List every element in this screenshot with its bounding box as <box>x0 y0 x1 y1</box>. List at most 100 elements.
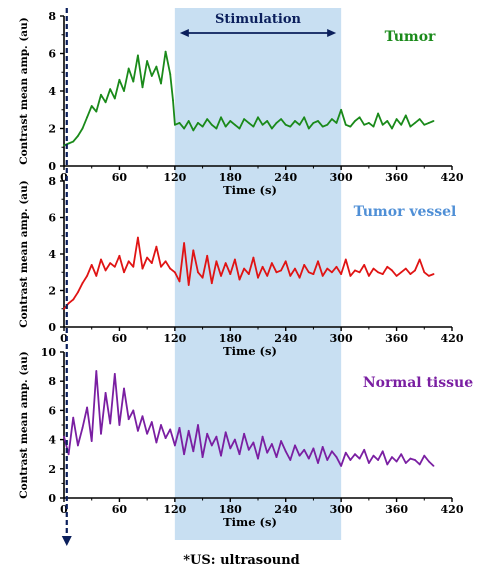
panel-label: Normal tissue <box>363 375 473 391</box>
y-axis-title: Contrast mean amp. (au) <box>18 180 30 327</box>
data-point <box>257 116 259 119</box>
data-point <box>321 446 324 448</box>
data-point <box>215 435 218 438</box>
data-point <box>127 418 130 421</box>
data-point <box>95 110 98 113</box>
data-point <box>247 121 250 124</box>
data-point <box>261 435 264 438</box>
data-point <box>90 440 93 442</box>
y-tick-label: 4 <box>48 85 56 98</box>
data-point <box>331 271 333 274</box>
data-point <box>289 275 292 277</box>
us-marker-arrowhead <box>61 536 72 546</box>
data-point <box>381 123 384 126</box>
data-point <box>391 269 393 272</box>
y-tick-label: 0 <box>48 492 56 505</box>
panel-label: Tumor <box>385 29 436 45</box>
data-point <box>137 54 139 57</box>
data-point <box>243 267 246 270</box>
data-point <box>372 267 375 270</box>
data-point <box>298 123 301 126</box>
data-point <box>400 453 403 456</box>
stimulation-annotation: Stimulation <box>179 12 337 37</box>
data-point <box>391 456 393 459</box>
data-point <box>423 454 426 457</box>
data-point <box>372 125 375 128</box>
data-point <box>358 457 361 460</box>
data-point <box>335 265 338 268</box>
data-point <box>261 123 264 126</box>
data-point <box>270 443 273 445</box>
x-tick-label: 60 <box>112 503 128 516</box>
data-point <box>372 454 375 457</box>
data-point <box>81 282 84 285</box>
data-point <box>169 267 172 270</box>
data-point <box>381 273 384 275</box>
data-point <box>81 427 84 429</box>
data-point <box>400 271 403 274</box>
data-point <box>187 429 190 432</box>
data-point <box>284 123 287 126</box>
data-point <box>201 456 204 459</box>
data-point <box>363 448 366 451</box>
data-point <box>284 450 287 453</box>
x-tick-label: 240 <box>274 171 297 184</box>
data-point <box>127 67 130 70</box>
data-point <box>252 125 255 128</box>
data-point <box>206 118 209 121</box>
panel-2: 0 2 4 6 8 0 60 120 180 240 300 360 420 Time (s) Contra… <box>18 175 464 358</box>
data-point <box>104 269 107 272</box>
data-point <box>238 278 241 281</box>
data-point <box>340 108 343 111</box>
data-point <box>381 450 384 453</box>
data-point <box>391 127 393 130</box>
stimulation-arrowhead-right <box>327 29 337 37</box>
data-point <box>326 459 329 461</box>
data-point <box>414 269 416 272</box>
data-point <box>67 453 70 456</box>
data-point <box>312 273 315 275</box>
x-axis-title: Time (s) <box>223 344 277 358</box>
data-point <box>160 82 162 85</box>
data-point <box>294 267 296 270</box>
data-point <box>90 105 93 107</box>
data-point <box>377 112 379 115</box>
data-point <box>349 459 352 461</box>
data-point <box>395 118 398 121</box>
y-tick-label: 0 <box>48 321 56 334</box>
y-tick-label: 2 <box>48 285 56 298</box>
data-point <box>317 462 319 464</box>
data-point <box>215 127 218 130</box>
x-tick-label: 120 <box>163 332 186 345</box>
data-point <box>104 101 107 104</box>
data-point <box>197 271 199 274</box>
data-point <box>224 262 227 265</box>
data-point <box>404 114 407 117</box>
data-point <box>72 416 75 419</box>
data-point <box>95 370 98 372</box>
data-point <box>146 60 149 62</box>
data-point <box>432 273 435 275</box>
y-tick-label: 6 <box>48 48 56 61</box>
data-point <box>395 275 398 277</box>
data-point <box>109 422 112 425</box>
data-point <box>317 260 319 263</box>
data-point <box>76 444 79 447</box>
data-point <box>344 451 347 454</box>
y-tick-label: 8 <box>48 175 56 188</box>
data-point <box>137 429 139 432</box>
data-point <box>418 258 421 261</box>
data-point <box>386 265 389 268</box>
data-point <box>409 125 412 128</box>
data-point <box>141 267 144 270</box>
data-point <box>386 463 389 466</box>
data-point <box>118 424 121 426</box>
y-tick-label: 4 <box>48 248 56 261</box>
x-tick-label: 120 <box>163 503 186 516</box>
y-tick-label: 8 <box>48 10 56 23</box>
data-point <box>349 275 352 277</box>
x-tick-label: 60 <box>112 171 128 184</box>
data-point <box>67 302 70 305</box>
data-point <box>220 275 222 277</box>
